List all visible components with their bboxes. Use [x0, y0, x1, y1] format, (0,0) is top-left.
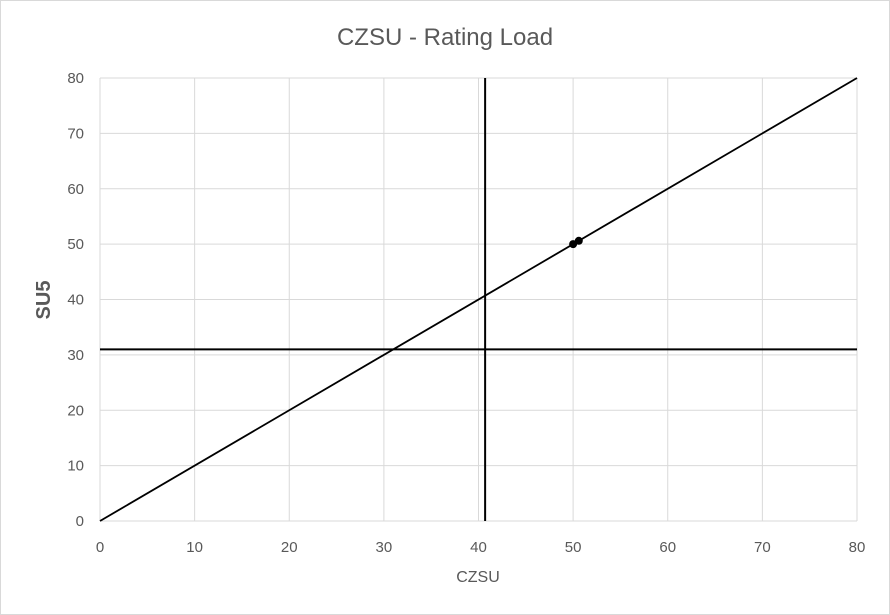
tick-layer: 0 10 20 30 40 50 60 70 80 0 10 20 30 40 50 60 70 80 [67, 70, 865, 556]
y-tick-label: 80 [67, 70, 84, 87]
x-tick-label: 0 [96, 539, 104, 556]
x-tick-label: 80 [849, 539, 866, 556]
point-layer [569, 236, 583, 249]
diagonal-line-series [99, 77, 858, 522]
line-layer [99, 77, 858, 522]
chart-title: CZSU - Rating Load [337, 24, 553, 51]
y-tick-label: 50 [67, 236, 84, 253]
x-axis-label: CZSU [456, 569, 500, 586]
y-tick-label: 10 [67, 458, 84, 475]
x-tick-label: 20 [281, 539, 298, 556]
y-tick-label: 20 [67, 402, 84, 419]
x-tick-label: 50 [565, 539, 582, 556]
x-tick-label: 40 [470, 539, 487, 556]
y-tick-label: 60 [67, 181, 84, 198]
x-tick-label: 70 [754, 539, 771, 556]
x-tick-label: 60 [659, 539, 676, 556]
x-tick-label: 10 [186, 539, 203, 556]
y-tick-label: 0 [76, 513, 84, 530]
scatter-point [574, 236, 583, 245]
y-tick-label: 70 [67, 125, 84, 142]
grid-layer [99, 77, 858, 522]
y-axis-label: SU5 [33, 281, 55, 320]
x-tick-label: 30 [376, 539, 393, 556]
y-tick-label: 30 [67, 347, 84, 364]
y-tick-label: 40 [67, 292, 84, 309]
